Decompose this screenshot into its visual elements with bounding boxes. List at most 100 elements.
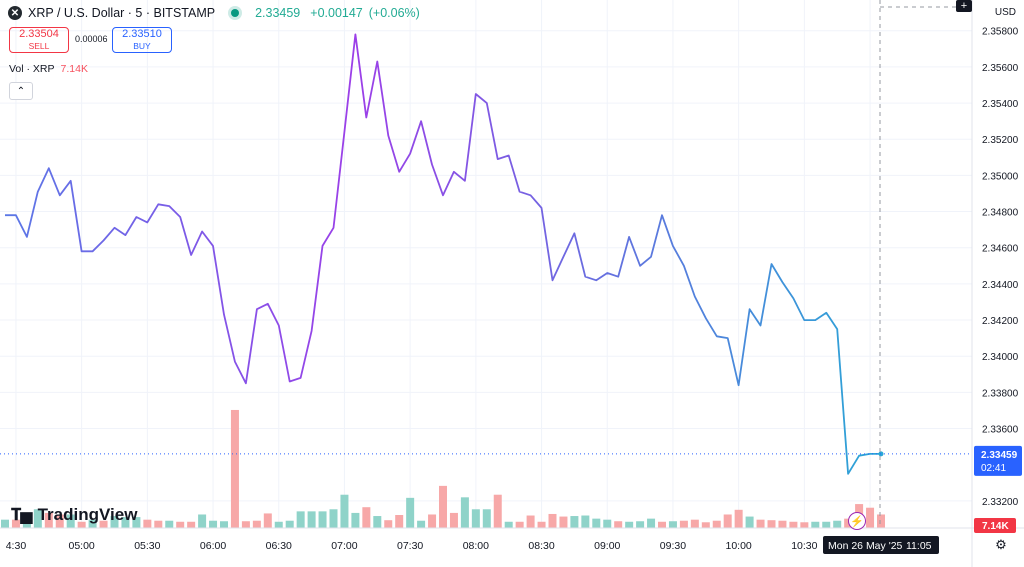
volume-bar <box>11 519 20 528</box>
volume-bar <box>877 514 885 528</box>
volume-bar <box>515 521 524 528</box>
last-price-marker <box>878 451 884 457</box>
volume-bar <box>22 516 31 528</box>
volume-bar <box>209 520 218 528</box>
y-tick-label: 2.35600 <box>982 63 1019 74</box>
volume-legend[interactable]: Vol · XRP 7.14K <box>9 63 88 75</box>
volume-bar <box>701 522 710 528</box>
chart-legend-header: ✕ XRP / U.S. Dollar · 5 · BITSTAMP 2.334… <box>8 4 420 22</box>
volume-bar <box>636 521 645 528</box>
x-tick-label: 06:30 <box>266 540 292 552</box>
volume-bar <box>460 497 469 528</box>
volume-bar <box>800 522 809 528</box>
last-price: 2.33459 <box>255 6 301 20</box>
volume-bar <box>329 509 338 528</box>
chart-grid <box>0 0 972 528</box>
volume-bar <box>395 515 404 528</box>
volume-bar <box>668 521 677 528</box>
volume-bar <box>690 519 699 528</box>
market-open-dot-icon <box>231 9 240 17</box>
y-tick-label: 2.33600 <box>982 425 1019 436</box>
x-tick-label: 09:30 <box>660 540 686 552</box>
volume-bar <box>340 494 349 528</box>
bolt-icon[interactable]: ⚡ <box>848 512 866 530</box>
volume-bar <box>252 520 261 528</box>
volume-bar <box>745 516 754 528</box>
volume-bar <box>373 516 382 528</box>
volume-bar <box>767 520 776 528</box>
volume-bar <box>220 521 228 528</box>
x-tick-label: 08:30 <box>528 540 554 552</box>
volume-tag: 7.14K <box>974 518 1016 533</box>
chevron-up-icon: ⌃ <box>16 85 26 97</box>
volume-bar <box>132 517 141 528</box>
volume-tag-value: 7.14K <box>982 521 1009 532</box>
volume-bar <box>351 512 360 528</box>
volume-bar <box>625 521 634 528</box>
volume-bar <box>1 519 9 528</box>
volume-bar <box>165 520 174 528</box>
volume-bar <box>44 512 53 528</box>
volume-legend-label: Vol · XRP <box>9 63 55 75</box>
volume-bar <box>614 521 623 528</box>
y-tick-label: 2.35000 <box>982 171 1019 182</box>
volume-bar <box>833 520 842 528</box>
volume-bar <box>548 513 557 528</box>
crosshair-date-text: Mon 26 May '25 <box>828 540 903 552</box>
crosshair-date-label: Mon 26 May '25 11:05 <box>823 536 939 554</box>
plus-icon[interactable]: + <box>956 0 972 12</box>
volume-bars <box>1 409 885 528</box>
volume-bar <box>77 521 86 528</box>
y-tick-label: 2.34200 <box>982 316 1019 327</box>
volume-bar <box>406 497 415 528</box>
volume-bar <box>384 520 393 528</box>
volume-bar <box>723 514 732 528</box>
buy-price: 2.33510 <box>122 28 162 40</box>
volume-bar <box>679 520 688 528</box>
volume-bar <box>241 521 250 528</box>
volume-bar <box>417 520 426 528</box>
volume-bar <box>285 520 294 528</box>
y-tick-label: 2.34600 <box>982 244 1019 255</box>
y-tick-label: 2.34800 <box>982 208 1019 219</box>
volume-bar <box>712 520 721 528</box>
volume-bar <box>504 521 513 528</box>
sell-price: 2.33504 <box>19 28 59 40</box>
symbol-title[interactable]: XRP / U.S. Dollar · 5 · BITSTAMP <box>28 6 216 20</box>
volume-bar <box>482 509 491 528</box>
volume-bar <box>121 517 130 528</box>
price-series-line <box>5 33 881 475</box>
price-change-pct: (+0.06%) <box>368 6 420 20</box>
xrp-logo-icon: ✕ <box>8 6 22 20</box>
volume-bar <box>559 516 568 528</box>
x-tick-label: 10:30 <box>791 540 817 552</box>
y-tick-label: 2.33200 <box>982 497 1019 508</box>
price-tag-value: 2.33459 <box>981 450 1018 461</box>
volume-bar <box>88 519 97 528</box>
price-tag-countdown: 02:41 <box>981 463 1006 474</box>
collapse-legend-button[interactable]: ⌃ <box>9 82 33 100</box>
y-tick-label: 2.34400 <box>982 280 1019 291</box>
volume-bar <box>592 518 601 528</box>
gear-icon[interactable]: ⚙ <box>995 537 1007 552</box>
sell-label: SELL <box>28 41 50 51</box>
x-tick-label: 10:00 <box>726 540 752 552</box>
sell-button[interactable]: 2.33504 SELL <box>9 27 69 53</box>
spread-value: 0.00006 <box>75 34 108 44</box>
y-tick-label: 2.34000 <box>982 352 1019 363</box>
volume-bar <box>537 521 546 528</box>
volume-bar <box>263 513 272 528</box>
volume-bar <box>581 515 590 528</box>
price-tag-bg <box>974 445 1022 476</box>
volume-bar <box>658 521 666 528</box>
volume-bar <box>647 518 656 528</box>
price-tag: 2.33459 02:41 <box>974 445 1022 476</box>
volume-bar <box>734 509 743 528</box>
currency-label[interactable]: USD <box>994 7 1016 18</box>
x-tick-label: 09:00 <box>594 540 620 552</box>
volume-bar <box>603 519 612 528</box>
volume-bar <box>296 511 305 528</box>
buy-button[interactable]: 2.33510 BUY <box>112 27 172 53</box>
volume-bar <box>866 507 875 528</box>
